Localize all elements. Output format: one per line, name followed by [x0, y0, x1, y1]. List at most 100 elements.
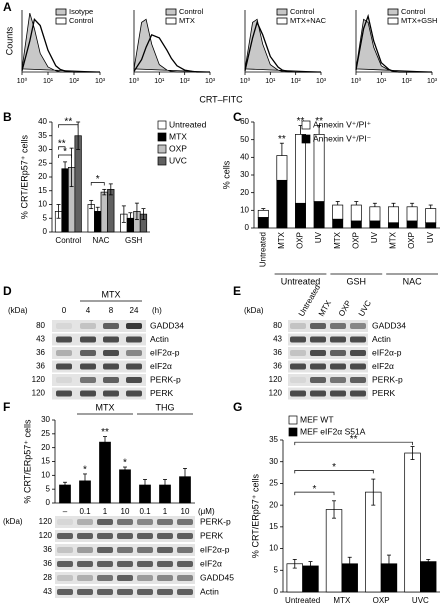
blot-band	[57, 533, 73, 539]
lane-unit: (h)	[152, 306, 162, 315]
x-tick-label: 10³	[205, 78, 216, 85]
lane-label: 24	[130, 306, 139, 315]
x-tick-label: 10³	[316, 78, 327, 85]
panel-label: B	[3, 110, 12, 124]
x-tick-label: Untreated	[285, 596, 320, 605]
legend-label: Control	[69, 16, 94, 25]
blot-label: PERK-p	[372, 374, 403, 384]
legend-swatch	[165, 8, 177, 16]
blot-strip	[288, 374, 368, 386]
x-tick-label: OXP	[351, 232, 360, 249]
blot-label: eIF2α	[372, 361, 394, 371]
kda-value: 120	[269, 375, 283, 384]
bar	[420, 561, 437, 593]
blot-band	[350, 377, 366, 383]
blot-band	[126, 350, 142, 356]
blot-band	[126, 377, 142, 383]
legend-label: Control	[290, 7, 315, 16]
blot-band	[56, 390, 72, 397]
lane-label: 8	[109, 306, 114, 315]
blot-strip	[288, 360, 368, 373]
legend-label: UVC	[169, 155, 187, 165]
x-tick-label: 10⁰	[129, 77, 140, 85]
blot-band	[126, 390, 142, 397]
blot-band	[330, 390, 346, 397]
blot-band	[157, 519, 173, 525]
legend-label: Untreated	[169, 119, 207, 129]
blot-band	[117, 547, 133, 553]
group-label: THG	[156, 402, 175, 412]
blot-band	[137, 561, 153, 567]
bar	[365, 491, 382, 593]
blot-band	[103, 377, 119, 383]
bar	[425, 208, 437, 224]
x-tick-label: OXP	[407, 232, 416, 249]
unit-label: (μM)	[198, 507, 215, 516]
bar	[257, 217, 269, 229]
x-tick-label: 10²	[180, 78, 191, 85]
blot-strip	[288, 320, 368, 332]
significance-label: **	[58, 138, 66, 149]
bar	[276, 155, 288, 181]
histogram-line	[355, 13, 432, 73]
histogram-line	[244, 20, 321, 73]
legend-swatch	[165, 17, 177, 25]
blot-strip	[52, 320, 146, 332]
y-axis-label: % CRT/ERp57⁺ cells	[19, 134, 29, 219]
kda-value: 36	[273, 348, 282, 357]
legend-swatch	[157, 132, 167, 142]
bar	[406, 220, 418, 229]
y-tick-label: 30	[38, 145, 47, 154]
x-tick-label: 10³	[427, 78, 438, 85]
blot-band	[117, 533, 133, 539]
blot-strip	[288, 387, 368, 400]
y-tick-label: 30	[269, 457, 278, 466]
blot-band	[56, 323, 72, 329]
blot-band	[137, 533, 153, 539]
bar	[74, 135, 82, 233]
blot-band	[77, 575, 93, 581]
blot-strip	[288, 347, 368, 359]
legend-swatch	[276, 17, 288, 25]
legend-label: MEF eIF2α S51A	[300, 426, 366, 436]
legend-label: Annexin V⁺/PI⁺	[313, 119, 372, 129]
y-tick-label: 40	[38, 117, 47, 126]
blot-label: PERK	[372, 388, 395, 398]
histogram-line	[21, 17, 100, 73]
histogram-area	[244, 18, 322, 73]
kda-value: 36	[36, 348, 45, 357]
significance-label: **	[278, 134, 286, 145]
blot-strip	[52, 333, 146, 346]
kda-value: 36	[273, 362, 282, 371]
group-label: NAC	[403, 276, 423, 286]
x-tick-label: NAC	[93, 236, 110, 245]
significance-label: *	[332, 462, 336, 473]
y-tick-label: 5	[43, 213, 48, 222]
kda-value: 43	[43, 587, 52, 596]
blot-band	[57, 561, 73, 567]
x-tick-label: 0.1	[139, 507, 151, 516]
blot-band	[80, 350, 96, 356]
legend-label: Control	[179, 7, 204, 16]
y-tick-label: 15	[38, 186, 47, 195]
lane-label: 4	[86, 306, 91, 315]
significance-label: **	[64, 116, 72, 127]
x-tick-label: 0.1	[79, 507, 91, 516]
blot-band	[350, 363, 366, 370]
blot-band	[57, 547, 73, 553]
blot-band	[177, 589, 193, 595]
bar	[369, 206, 381, 222]
x-tick-label: UV	[370, 231, 379, 243]
blot-band	[177, 547, 193, 553]
blot-band	[330, 363, 346, 370]
legend-swatch	[55, 17, 67, 25]
legend-label: MTX	[179, 16, 195, 25]
blot-band	[103, 390, 119, 397]
blot-band	[97, 533, 113, 539]
legend-swatch	[157, 120, 167, 130]
blot-band	[80, 323, 96, 329]
y-tick-label: 40	[240, 152, 249, 161]
blot-band	[350, 323, 366, 329]
legend-label: MTX	[169, 131, 187, 141]
